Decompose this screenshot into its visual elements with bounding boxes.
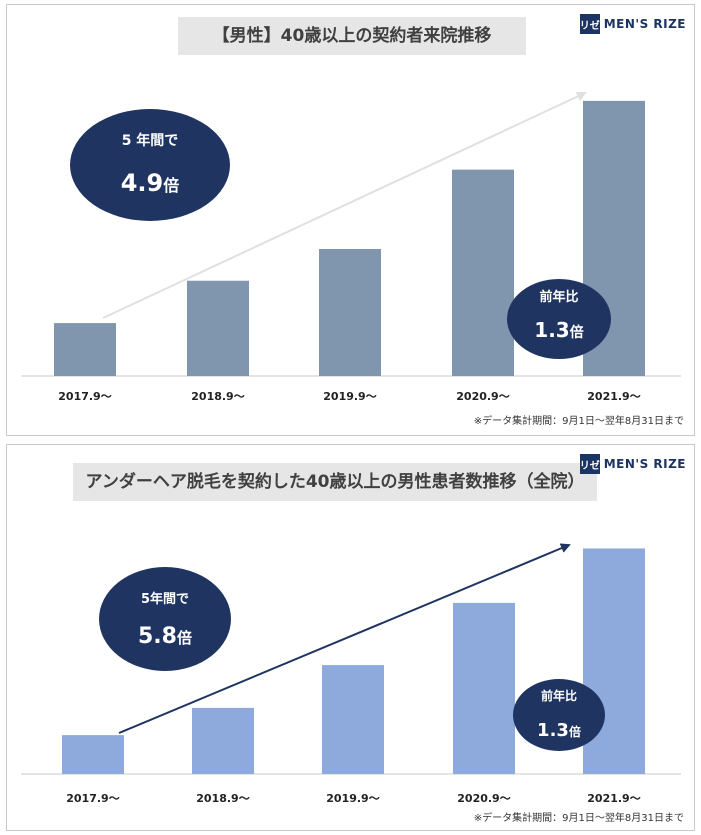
bar-3 (319, 249, 381, 376)
trend-arrow (118, 543, 571, 734)
bar-2 (187, 280, 249, 376)
chart-panel-1: 【男性】40歳以上の契約者来院推移 リゼ MEN'S RIZE 2017.9～ 2… (6, 4, 695, 436)
data-period-note: ※データ集計期間：9月1日～翌年8月31日まで (473, 416, 684, 427)
bar-chart: 2017.9～ 2018.9～ 2019.9～ 2020.9～ 2021.9～ 5 年間で… (21, 91, 681, 403)
chart-title: アンダーヘア脱毛を契約した40歳以上の男性患者数推移（全院） (73, 463, 597, 501)
growth-badge-label: 5年間で (141, 591, 189, 607)
logo-mark: リゼ (579, 454, 600, 474)
growth-badge-value: 4.9倍 (121, 169, 180, 197)
yoy-badge (513, 679, 605, 751)
category-label: 2018.9～ (196, 792, 249, 805)
chart-panel-2: アンダーヘア脱毛を契約した40歳以上の男性患者数推移（全院） リゼ MEN'S … (6, 444, 695, 831)
category-label: 2018.9～ (191, 390, 244, 403)
category-label: 2021.9～ (587, 792, 640, 805)
bar-4 (453, 602, 515, 774)
bar-1 (62, 735, 124, 774)
bar-chart: 2017.9～ 2018.9～ 2019.9～ 2020.9～ 2021.9～ 5年間で 5… (21, 543, 681, 805)
logo-name: MEN'S RIZE (603, 17, 686, 31)
bar-2 (192, 707, 254, 774)
bar-1 (54, 323, 116, 376)
growth-badge-label: 5 年間で (122, 132, 179, 149)
category-label: 2020.9～ (457, 792, 510, 805)
yoy-badge-value: 1.3倍 (534, 318, 583, 342)
data-period-note: ※データ集計期間：9月1日～翌年8月31日まで (473, 813, 684, 824)
bar-4 (452, 169, 514, 376)
growth-badge (70, 109, 230, 221)
category-label: 2020.9～ (456, 390, 509, 403)
category-label: 2017.9～ (66, 792, 119, 805)
bar-3 (322, 665, 384, 774)
growth-badge (99, 567, 231, 671)
category-label: 2019.9～ (323, 390, 376, 403)
brand-logo: リゼ MEN'S RIZE (579, 452, 686, 476)
yoy-badge-label: 前年比 (539, 289, 578, 305)
growth-badge-value: 5.8倍 (138, 624, 192, 649)
yoy-badge-value: 1.3倍 (537, 720, 581, 741)
category-label: 2019.9～ (326, 792, 379, 805)
yoy-badge (507, 279, 611, 359)
logo-name: MEN'S RIZE (603, 457, 686, 471)
logo-mark: リゼ (579, 14, 600, 34)
chart-title: 【男性】40歳以上の契約者来院推移 (178, 17, 526, 55)
category-label: 2021.9～ (587, 390, 640, 403)
bar-5 (583, 548, 645, 774)
brand-logo: リゼ MEN'S RIZE (579, 12, 686, 36)
yoy-badge-label: 前年比 (541, 688, 577, 703)
trend-arrow (102, 91, 587, 319)
category-label: 2017.9～ (58, 390, 111, 403)
